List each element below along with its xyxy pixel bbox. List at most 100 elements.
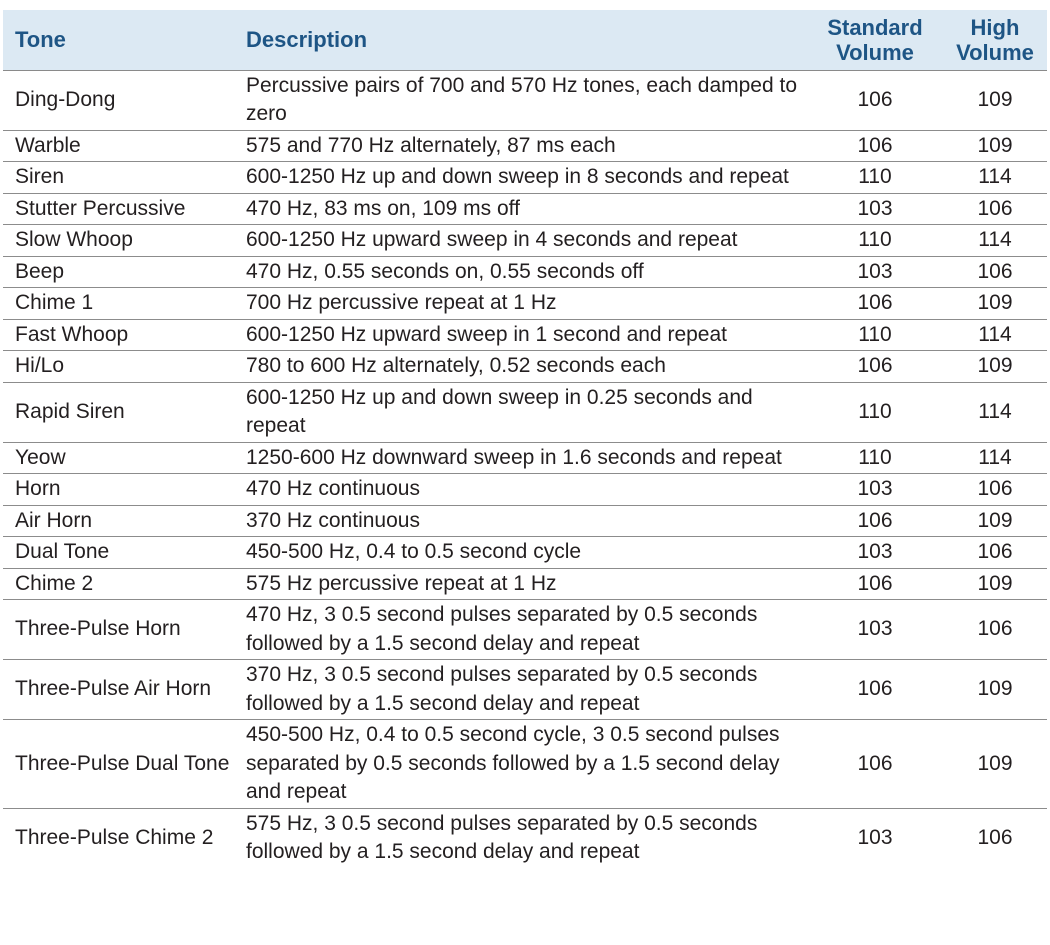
high-volume-cell: 109 xyxy=(943,350,1047,383)
table-row: Siren 600-1250 Hz up and down sweep in 8 … xyxy=(3,161,1047,194)
table-row: Slow Whoop 600-1250 Hz upward sweep in 4 … xyxy=(3,224,1047,257)
tone-cell: Three-Pulse Chime 2 xyxy=(15,825,214,849)
tone-cell: Three-Pulse Dual Tone xyxy=(3,719,234,809)
high-volume-cell: 114 xyxy=(943,319,1047,351)
high-volume-cell: 109 xyxy=(943,505,1047,537)
table-body: Ding-Dong Percussive pairs of 700 and 570… xyxy=(3,70,1047,868)
header-standard-volume: Standard Volume xyxy=(807,10,943,71)
table-row: Fast Whoop 600-1250 Hz upward sweep in 1 … xyxy=(3,319,1047,351)
high-volume-cell: 109 xyxy=(943,659,1047,720)
description-cell: 575 Hz, 3 0.5 second pulses separated by… xyxy=(246,811,758,864)
description-cell: 1250-600 Hz downward sweep in 1.6 second… xyxy=(234,442,807,474)
high-volume-cell: 106 xyxy=(943,536,1047,569)
description-cell: 780 to 600 Hz alternately, 0.52 seconds … xyxy=(234,350,807,383)
high-volume-cell: 114 xyxy=(943,161,1047,194)
table-row: Three-Pulse Horn 470 Hz, 3 0.5 second pul… xyxy=(3,599,1047,660)
tone-cell: Three-Pulse Air Horn xyxy=(3,659,234,720)
description-cell: 600-1250 Hz upward sweep in 4 seconds an… xyxy=(234,224,807,257)
table-row: Chime 2 575 Hz percussive repeat at 1 Hz 1… xyxy=(3,568,1047,600)
tone-cell: Yeow xyxy=(3,442,234,474)
table-row: Yeow 1250-600 Hz downward sweep in 1.6 se… xyxy=(3,442,1047,474)
tone-cell: Beep xyxy=(3,256,234,288)
table-row: Rapid Siren 600-1250 Hz up and down sweep… xyxy=(3,382,1047,443)
header-high-line2: Volume xyxy=(956,39,1034,65)
description-cell: 450-500 Hz, 0.4 to 0.5 second cycle, 3 0… xyxy=(234,719,807,809)
table-row: Horn 470 Hz continuous 103 106 xyxy=(3,473,1047,506)
table-row: Stutter Percussive 470 Hz, 83 ms on, 109 … xyxy=(3,193,1047,225)
tone-table: Tone Description Standard Volume High Vo… xyxy=(3,10,1047,868)
standard-volume-cell: 110 xyxy=(807,319,943,351)
table-row: Chime 1 700 Hz percussive repeat at 1 Hz 1… xyxy=(3,287,1047,320)
header-row: Tone Description Standard Volume High Vo… xyxy=(3,10,1047,71)
high-volume-cell: 106 xyxy=(943,599,1047,660)
standard-volume-cell: 110 xyxy=(807,382,943,443)
high-volume-cell: 109 xyxy=(943,70,1047,131)
high-volume-cell: 109 xyxy=(943,287,1047,320)
tone-cell: Warble xyxy=(3,130,234,162)
high-volume-cell: 106 xyxy=(943,256,1047,288)
table-header: Tone Description Standard Volume High Vo… xyxy=(3,10,1047,71)
tone-cell: Slow Whoop xyxy=(3,224,234,257)
standard-volume-cell: 103 xyxy=(807,256,943,288)
header-standard-line2: Volume xyxy=(836,39,914,65)
description-cell: 575 Hz percussive repeat at 1 Hz xyxy=(234,568,807,600)
high-volume-cell: 109 xyxy=(943,130,1047,162)
high-volume-cell: 114 xyxy=(943,224,1047,257)
standard-volume-cell: 106 xyxy=(807,130,943,162)
table-row: Three-Pulse Air Horn 370 Hz, 3 0.5 second… xyxy=(3,659,1047,720)
tone-cell: Rapid Siren xyxy=(3,382,234,443)
description-cell: 700 Hz percussive repeat at 1 Hz xyxy=(234,287,807,320)
description-cell: 470 Hz continuous xyxy=(234,473,807,506)
high-volume-cell: 114 xyxy=(943,382,1047,443)
tone-cell: Dual Tone xyxy=(3,536,234,569)
header-high-volume: High Volume xyxy=(943,10,1047,71)
standard-volume-cell: 106 xyxy=(807,659,943,720)
table-row: Air Horn 370 Hz continuous 106 109 xyxy=(3,505,1047,537)
header-standard-line1: Standard xyxy=(827,14,923,40)
standard-volume-cell: 103 xyxy=(807,193,943,225)
high-volume-cell: 106 xyxy=(943,473,1047,506)
tone-cell: Ding-Dong xyxy=(3,70,234,131)
tone-cell: Stutter Percussive xyxy=(3,193,234,225)
standard-volume-cell: 103 xyxy=(857,825,893,849)
description-cell: 370 Hz, 3 0.5 second pulses separated by… xyxy=(234,659,807,720)
table-row: Dual Tone 450-500 Hz, 0.4 to 0.5 second c… xyxy=(3,536,1047,569)
description-cell: 470 Hz, 0.55 seconds on, 0.55 seconds of… xyxy=(234,256,807,288)
high-volume-cell: 109 xyxy=(943,719,1047,809)
tone-cell: Chime 1 xyxy=(3,287,234,320)
description-cell: 370 Hz continuous xyxy=(234,505,807,537)
standard-volume-cell: 103 xyxy=(807,599,943,660)
standard-volume-cell: 106 xyxy=(807,350,943,383)
tone-cell: Chime 2 xyxy=(3,568,234,600)
tone-cell: Horn xyxy=(3,473,234,506)
description-cell: Percussive pairs of 700 and 570 Hz tones… xyxy=(234,70,807,131)
tone-cell: Hi/Lo xyxy=(3,350,234,383)
table-row: Ding-Dong Percussive pairs of 700 and 570… xyxy=(3,70,1047,131)
standard-volume-cell: 106 xyxy=(807,287,943,320)
standard-volume-cell: 110 xyxy=(807,161,943,194)
description-cell: 575 and 770 Hz alternately, 87 ms each xyxy=(234,130,807,162)
table-row: Beep 470 Hz, 0.55 seconds on, 0.55 second… xyxy=(3,256,1047,288)
tone-cell: Air Horn xyxy=(3,505,234,537)
table-row: Warble 575 and 770 Hz alternately, 87 ms … xyxy=(3,130,1047,162)
tone-cell: Siren xyxy=(3,161,234,194)
high-volume-cell: 114 xyxy=(943,442,1047,474)
standard-volume-cell: 106 xyxy=(807,568,943,600)
standard-volume-cell: 106 xyxy=(807,505,943,537)
table-row: Three-Pulse Dual Tone 450-500 Hz, 0.4 to … xyxy=(3,719,1047,809)
table-row: Hi/Lo 780 to 600 Hz alternately, 0.52 sec… xyxy=(3,350,1047,383)
standard-volume-cell: 110 xyxy=(807,224,943,257)
description-cell: 600-1250 Hz up and down sweep in 0.25 se… xyxy=(234,382,807,443)
high-volume-cell: 106 xyxy=(943,193,1047,225)
header-high-line1: High xyxy=(970,14,1020,40)
standard-volume-cell: 103 xyxy=(807,536,943,569)
tone-table-container: Tone Description Standard Volume High Vo… xyxy=(3,10,1047,868)
header-tone: Tone xyxy=(3,10,234,71)
standard-volume-cell: 110 xyxy=(807,442,943,474)
high-volume-cell: 109 xyxy=(943,568,1047,600)
high-volume-cell: 106 xyxy=(977,825,1013,849)
description-cell: 470 Hz, 83 ms on, 109 ms off xyxy=(234,193,807,225)
description-cell: 600-1250 Hz upward sweep in 1 second and… xyxy=(234,319,807,351)
description-cell: 470 Hz, 3 0.5 second pulses separated by… xyxy=(234,599,807,660)
description-cell: 450-500 Hz, 0.4 to 0.5 second cycle xyxy=(234,536,807,569)
